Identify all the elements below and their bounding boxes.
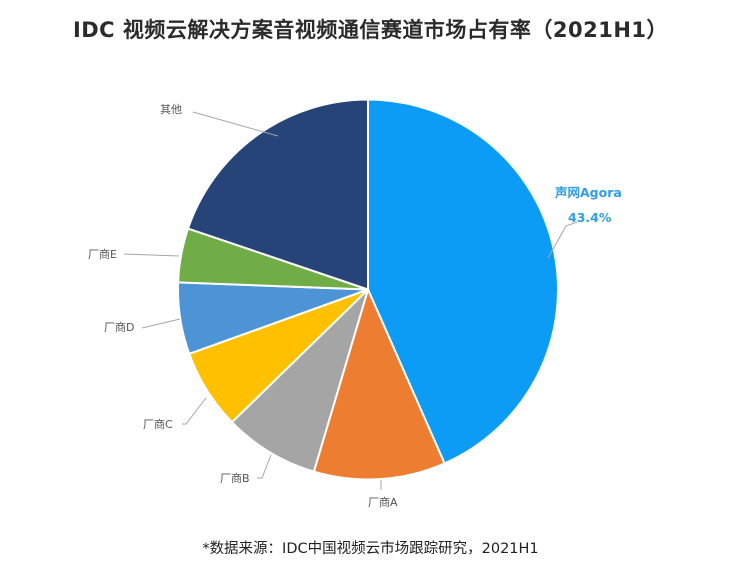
pie-slice-vendor-b xyxy=(230,288,369,473)
pie-slices xyxy=(177,98,559,481)
leader-line-c xyxy=(182,397,207,425)
leader-line-d xyxy=(141,318,181,329)
pie-slice-other xyxy=(187,98,369,291)
pie-slice-agora xyxy=(367,98,559,465)
source-note: *数据来源：IDC中国视频云市场跟踪研究，2021H1 xyxy=(202,541,539,557)
label-other: 其他 xyxy=(160,103,182,116)
leader-line-e xyxy=(123,253,180,257)
label-agora-name: 声网Agora xyxy=(554,185,622,200)
leader-line-b xyxy=(257,454,272,479)
label-vendor-a: 厂商A xyxy=(368,495,398,509)
leader-line-agora xyxy=(547,221,578,259)
pie-slice-vendor-a xyxy=(312,288,446,481)
label-vendor-e: 厂商E xyxy=(88,247,117,261)
leader-line-other xyxy=(192,111,279,137)
label-vendor-d: 厂商D xyxy=(104,320,134,334)
label-vendor-c: 厂商C xyxy=(143,417,173,431)
chart-title: IDC 视频云解决方案音视频通信赛道市场占有率（2021H1） xyxy=(72,18,669,42)
leader-lines xyxy=(123,111,578,490)
label-vendor-b: 厂商B xyxy=(220,471,250,485)
label-agora-value: 43.4% xyxy=(568,210,612,225)
